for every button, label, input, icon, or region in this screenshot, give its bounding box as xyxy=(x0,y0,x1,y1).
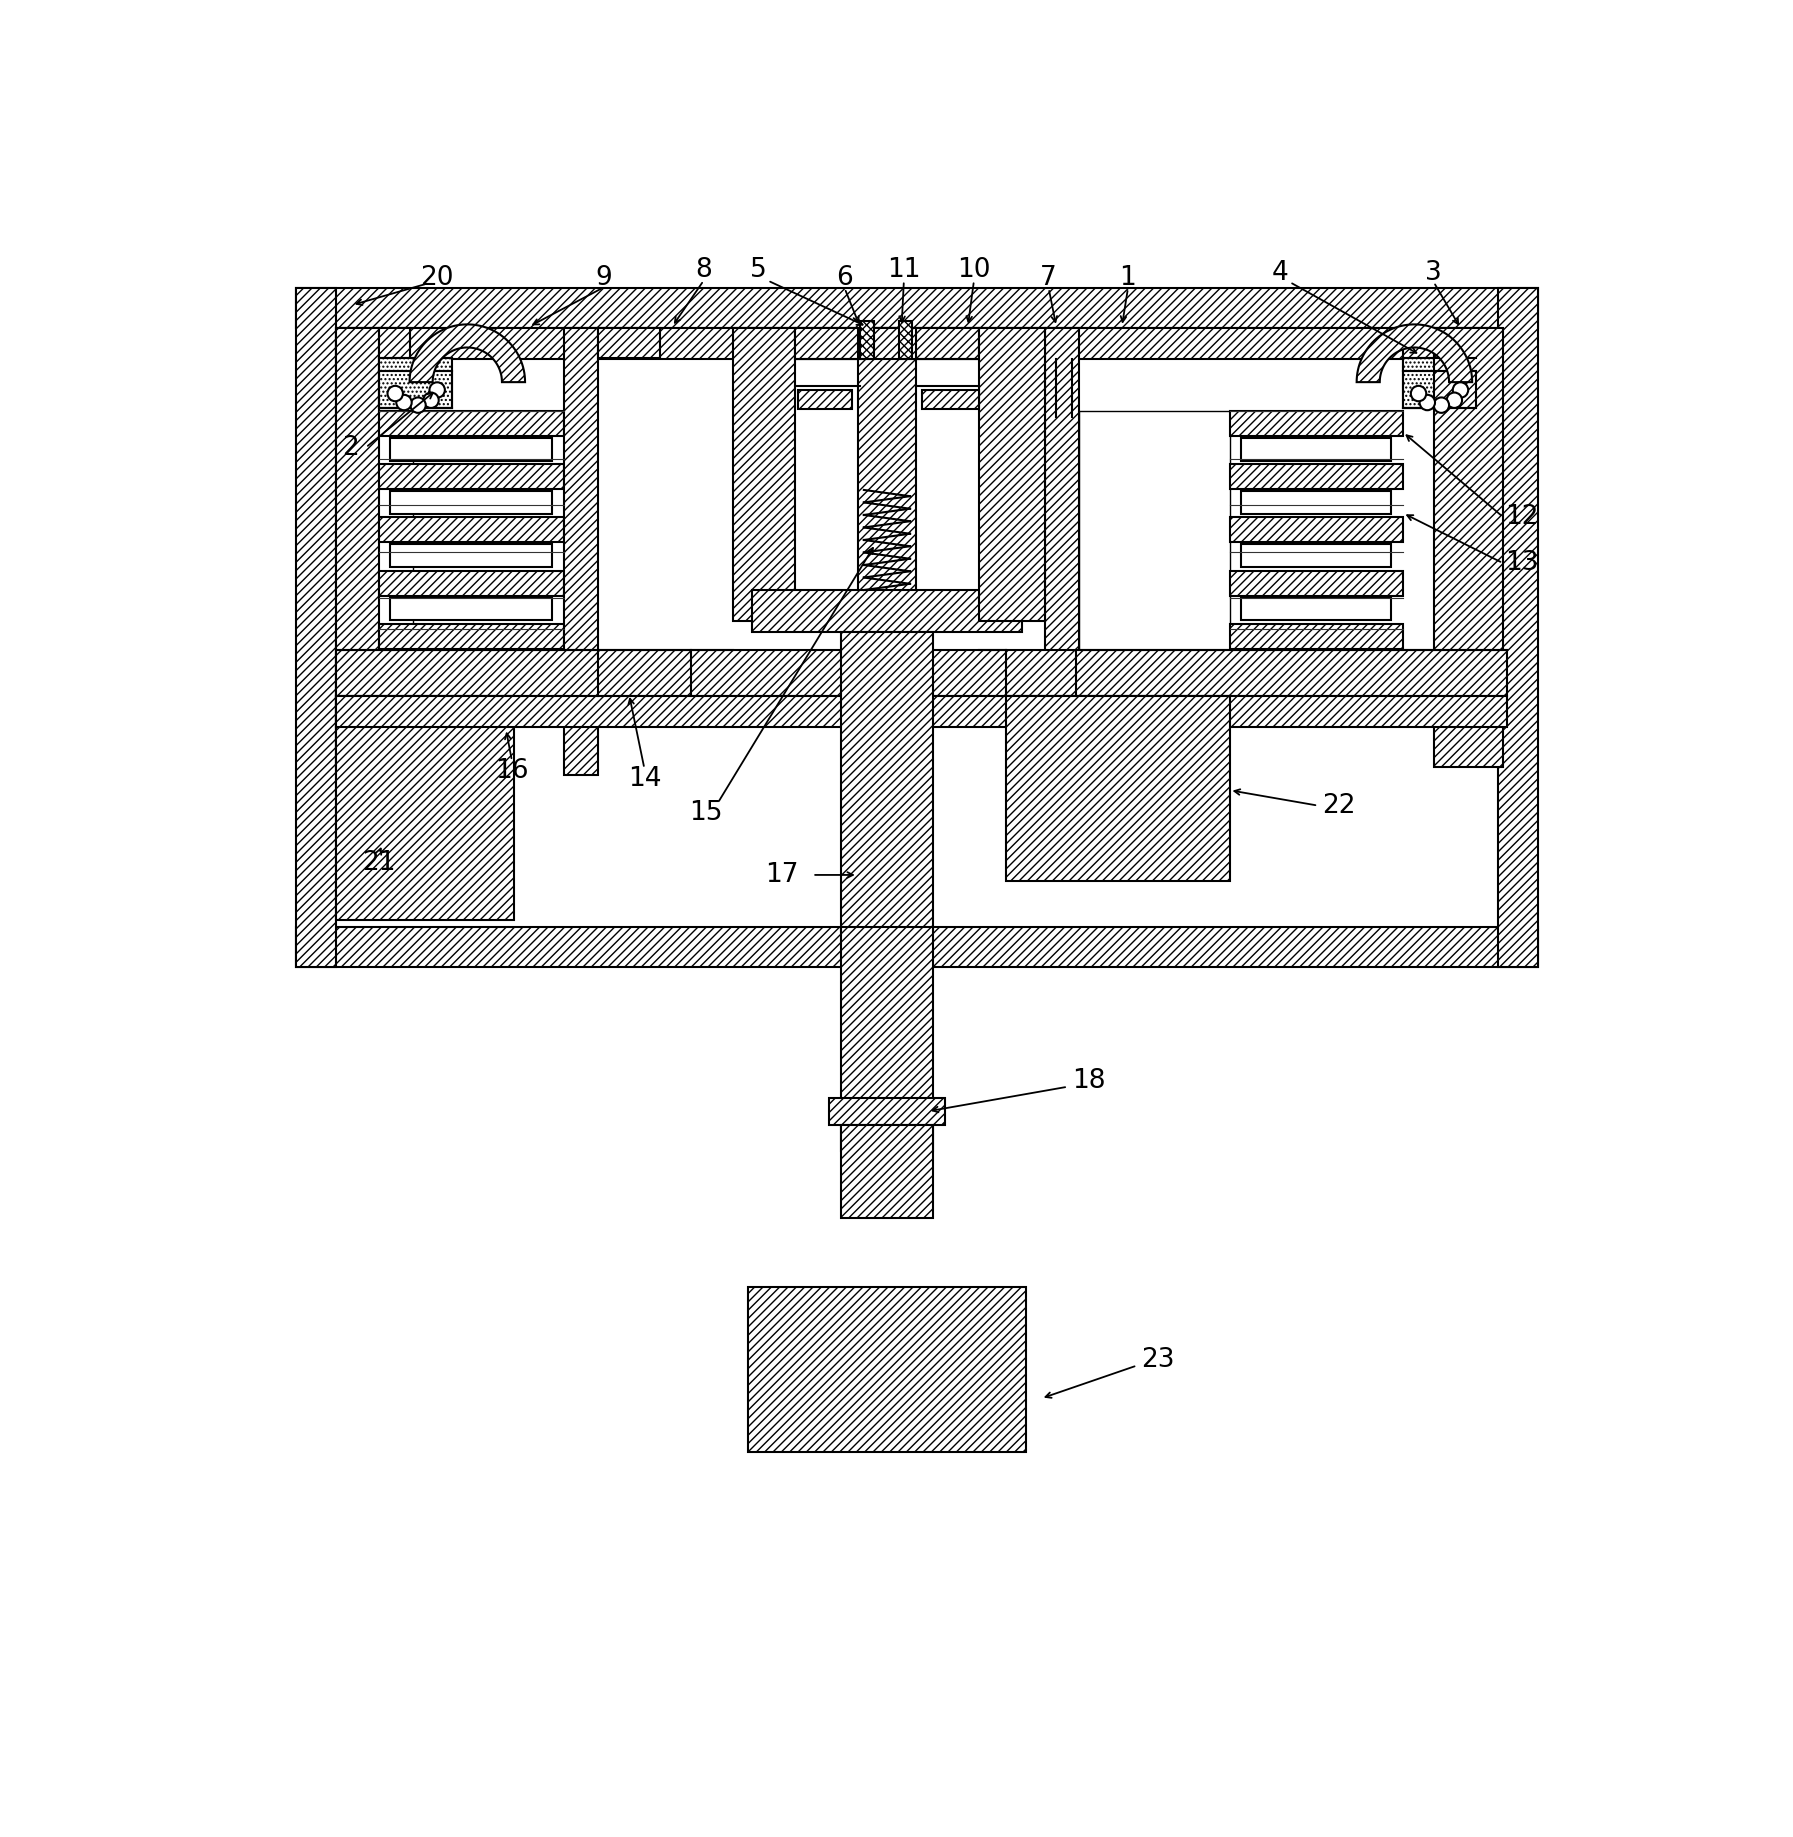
Circle shape xyxy=(411,397,425,413)
Bar xyxy=(841,928,932,1150)
Bar xyxy=(1230,518,1402,542)
Bar xyxy=(979,329,1045,621)
Bar xyxy=(599,329,660,358)
Bar xyxy=(1230,465,1402,489)
Text: 6: 6 xyxy=(836,265,853,292)
Text: 16: 16 xyxy=(495,759,529,784)
Bar xyxy=(296,288,337,968)
Circle shape xyxy=(396,395,412,410)
Bar xyxy=(391,490,552,514)
Bar xyxy=(841,1126,932,1218)
Bar xyxy=(733,329,794,621)
Polygon shape xyxy=(1357,325,1472,382)
Bar xyxy=(378,329,409,371)
Bar xyxy=(798,389,852,410)
Text: 1: 1 xyxy=(1119,265,1137,292)
Bar xyxy=(378,518,563,542)
Bar xyxy=(378,623,563,648)
Bar xyxy=(1241,490,1391,514)
Circle shape xyxy=(1411,386,1425,400)
Bar xyxy=(378,358,452,408)
Bar xyxy=(1434,329,1503,768)
Text: 21: 21 xyxy=(362,851,396,876)
Bar xyxy=(337,696,513,920)
Text: 10: 10 xyxy=(957,257,992,283)
Bar xyxy=(337,329,378,768)
Text: 7: 7 xyxy=(1040,265,1058,292)
Bar xyxy=(922,389,979,410)
Text: 20: 20 xyxy=(420,265,454,292)
Bar xyxy=(1402,371,1476,408)
Polygon shape xyxy=(409,325,525,382)
Text: 15: 15 xyxy=(689,801,723,827)
Bar xyxy=(1079,411,1230,650)
Bar xyxy=(1230,571,1402,595)
Bar xyxy=(794,329,979,358)
Text: 14: 14 xyxy=(628,766,662,792)
Bar xyxy=(1045,329,1079,775)
Bar xyxy=(828,1099,945,1126)
Text: 2: 2 xyxy=(342,435,359,461)
Bar xyxy=(748,1288,1026,1453)
Bar xyxy=(1402,329,1434,371)
Text: 18: 18 xyxy=(1072,1069,1104,1095)
Circle shape xyxy=(1420,395,1434,410)
Bar xyxy=(1230,411,1402,437)
Text: 3: 3 xyxy=(1425,259,1442,287)
Circle shape xyxy=(1434,397,1449,413)
Bar xyxy=(337,696,1506,727)
Circle shape xyxy=(430,382,445,397)
Bar xyxy=(841,632,932,931)
Bar xyxy=(414,411,563,650)
Circle shape xyxy=(1447,393,1461,408)
Bar xyxy=(378,465,563,489)
Bar xyxy=(337,650,1506,696)
Text: 5: 5 xyxy=(749,257,767,283)
Circle shape xyxy=(423,393,439,408)
Bar xyxy=(378,571,563,595)
Bar xyxy=(391,544,552,568)
Bar xyxy=(296,288,1538,329)
Circle shape xyxy=(387,386,403,400)
Bar xyxy=(391,597,552,621)
Text: 23: 23 xyxy=(1140,1347,1174,1372)
Text: 11: 11 xyxy=(888,257,920,283)
Text: 12: 12 xyxy=(1506,503,1538,529)
Text: 8: 8 xyxy=(696,257,712,283)
Text: 22: 22 xyxy=(1321,792,1356,819)
Bar xyxy=(1497,288,1538,968)
Bar xyxy=(857,329,916,775)
Bar xyxy=(391,437,552,461)
Bar xyxy=(378,371,452,408)
Text: 13: 13 xyxy=(1506,549,1538,577)
Bar xyxy=(1241,544,1391,568)
Bar xyxy=(1241,437,1391,461)
Text: 4: 4 xyxy=(1271,259,1287,287)
Bar xyxy=(378,411,563,437)
Text: 9: 9 xyxy=(595,265,611,292)
Text: 17: 17 xyxy=(766,862,798,887)
Bar xyxy=(898,320,913,358)
Bar xyxy=(861,320,873,358)
Bar xyxy=(337,329,1492,358)
Bar xyxy=(1402,358,1476,408)
Bar xyxy=(1230,623,1402,648)
Circle shape xyxy=(1452,382,1468,397)
Bar xyxy=(1241,597,1391,621)
Bar xyxy=(563,329,599,775)
Bar xyxy=(753,590,1022,632)
Bar xyxy=(1006,696,1230,882)
Bar xyxy=(296,928,1538,968)
